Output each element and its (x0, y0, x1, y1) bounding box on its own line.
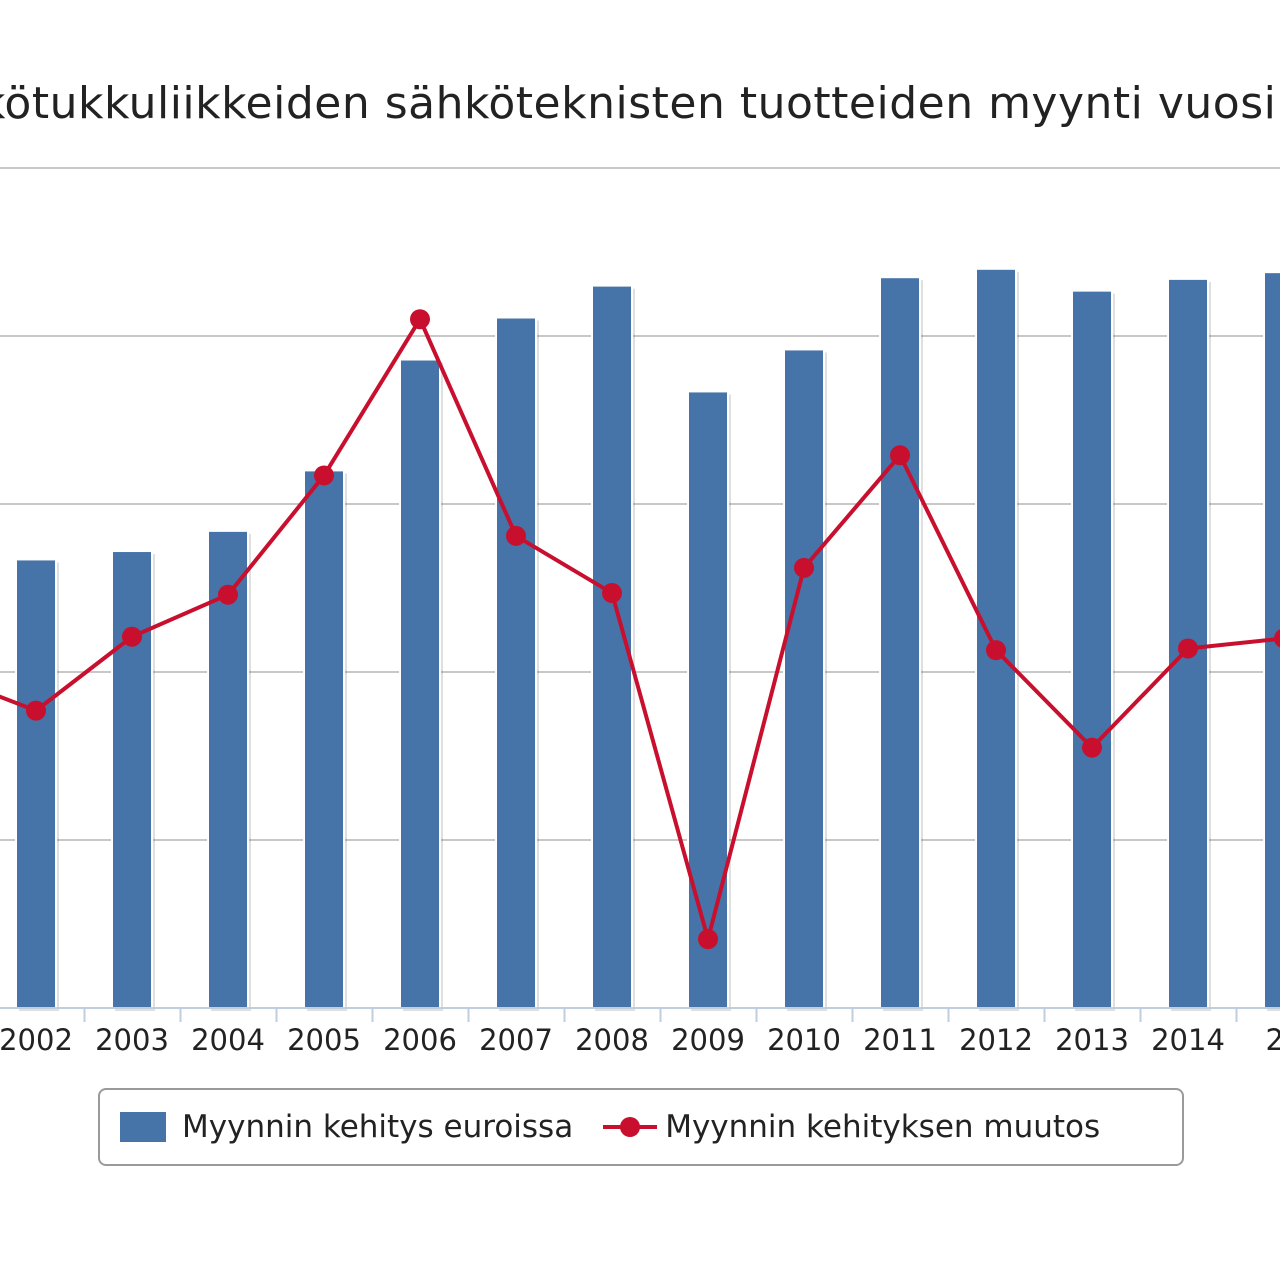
legend-bar-swatch (120, 1112, 166, 1142)
line-point-2010 (794, 557, 814, 578)
bar-series (15, 267, 1280, 1012)
x-tick-label: 20 (1266, 1023, 1280, 1057)
line-point-2007 (506, 525, 526, 546)
line-point-2005 (314, 465, 334, 486)
x-tick-label: 2011 (863, 1023, 937, 1057)
line-point-2012 (986, 640, 1006, 661)
legend-line-label: Myynnin kehityksen muutos (665, 1109, 1101, 1145)
bar-2006 (399, 358, 441, 1009)
legend-line-swatch (603, 1112, 658, 1142)
x-tick-label: 2005 (287, 1023, 361, 1057)
legend: Myynnin kehitys euroissa Myynnin kehityk… (98, 1088, 1184, 1166)
line-point-20 (1274, 629, 1280, 648)
x-axis (0, 1007, 1280, 1022)
bar-2013 (1071, 289, 1113, 1009)
line-point-2009 (698, 929, 718, 950)
line-point-2002 (26, 700, 46, 721)
x-tick-label: 2008 (575, 1023, 649, 1057)
legend-item-line[interactable]: Myynnin kehityksen muutos (573, 1109, 1100, 1145)
bar-2011 (879, 276, 921, 1009)
line-point-2011 (890, 445, 910, 466)
chart-title: kötukkuliikkeiden sähköteknisten tuottei… (0, 78, 1277, 129)
bar-2003 (111, 550, 153, 1009)
x-tick-label: 2004 (191, 1023, 265, 1057)
x-tick-label: 2002 (0, 1023, 73, 1057)
line-point-2004 (218, 584, 238, 605)
x-tick-label: 2009 (671, 1023, 745, 1057)
x-tick-label: 2006 (383, 1023, 457, 1057)
bar-2007 (495, 316, 537, 1009)
legend-item-bar[interactable]: Myynnin kehitys euroissa (100, 1109, 573, 1145)
x-tick-label: 2010 (767, 1023, 841, 1057)
x-tick-label: 2007 (479, 1023, 553, 1057)
x-tick-label: 2014 (1151, 1023, 1225, 1057)
bar-2010 (783, 348, 825, 1009)
line-point-2008 (602, 583, 622, 604)
bar-2009 (687, 390, 729, 1009)
bar-2002 (15, 558, 57, 1009)
line-point-2014 (1178, 638, 1198, 659)
line-point-2003 (122, 626, 142, 647)
x-tick-label: 2013 (1055, 1023, 1129, 1057)
line-point-2013 (1082, 737, 1102, 758)
bar-2004 (207, 529, 249, 1009)
x-tick-labels: 2002 2003 2004 2005 2006 2007 2008 2009 2010 2011… (0, 1023, 1280, 1057)
legend-bar-label: Myynnin kehitys euroissa (182, 1109, 574, 1145)
x-tick-label: 2012 (959, 1023, 1033, 1057)
line-series (0, 309, 1280, 950)
bar-2012 (975, 267, 1017, 1009)
bar-2005 (303, 469, 345, 1009)
x-tick-label: 2003 (95, 1023, 169, 1057)
line-point-2006 (410, 309, 430, 330)
chart-plot: 2002 2003 2004 2005 2006 2007 2008 2009 2010 2011… (0, 167, 1280, 1057)
